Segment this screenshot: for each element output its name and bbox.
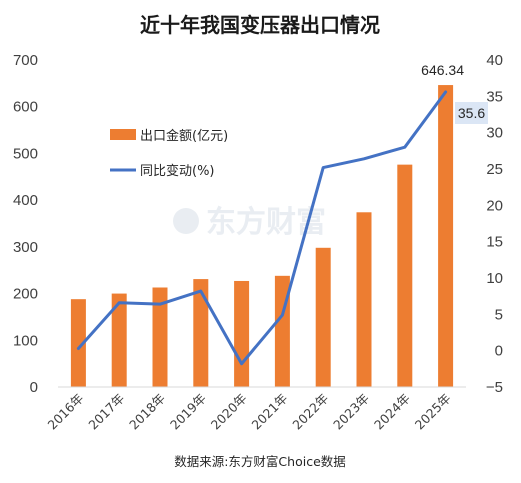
line-value-label: 35.6 bbox=[458, 105, 485, 121]
left-tick-label: 200 bbox=[13, 286, 38, 303]
chart-title: 近十年我国变压器出口情况 bbox=[140, 13, 380, 37]
x-tick-label: 2020年 bbox=[208, 391, 250, 433]
x-axis: 2016年2017年2018年2019年2020年2021年2022年2023年… bbox=[45, 386, 466, 433]
bar-2025年 bbox=[438, 85, 454, 387]
legend-swatch-bar bbox=[110, 129, 136, 140]
line-value-label-box bbox=[455, 102, 488, 124]
left-tick-label: 100 bbox=[13, 332, 38, 349]
right-tick-label: 20 bbox=[486, 197, 503, 214]
right-tick-label: 35 bbox=[486, 88, 503, 105]
legend-label-line: 同比变动(%) bbox=[140, 163, 215, 179]
x-tick-label: 2017年 bbox=[85, 391, 127, 433]
legend: 出口金额(亿元) 同比变动(%) bbox=[110, 128, 228, 179]
left-tick-label: 600 bbox=[13, 99, 38, 116]
right-tick-label: −5 bbox=[486, 379, 503, 396]
bar-2022年 bbox=[315, 247, 331, 387]
line-series bbox=[76, 90, 448, 366]
x-tick-label: 2019年 bbox=[167, 391, 209, 433]
right-tick-label: 0 bbox=[495, 343, 503, 360]
x-tick-label: 2023年 bbox=[330, 391, 372, 433]
left-tick-label: 700 bbox=[13, 52, 38, 69]
bar-2016年 bbox=[70, 299, 86, 387]
x-tick-label: 2025年 bbox=[412, 391, 454, 433]
x-tick-label: 2018年 bbox=[126, 391, 168, 433]
source-note: 数据来源:东方财富Choice数据 bbox=[174, 454, 346, 469]
x-tick-label: 2024年 bbox=[371, 391, 413, 433]
bar-value-label: 646.34 bbox=[421, 62, 464, 78]
line-yoy-change bbox=[76, 90, 448, 366]
watermark-logo: 东方财富 bbox=[173, 205, 326, 240]
right-tick-label: 40 bbox=[486, 52, 503, 69]
data-labels: 646.34 35.6 bbox=[421, 62, 488, 124]
bar-2018年 bbox=[152, 287, 168, 387]
right-y-axis: −5 0 5 10 15 20 25 30 35 40 bbox=[486, 52, 503, 396]
bar-2024年 bbox=[397, 164, 413, 387]
x-tick-label: 2016年 bbox=[45, 391, 87, 433]
bar-2017年 bbox=[111, 293, 127, 387]
bar-2020年 bbox=[234, 280, 250, 387]
left-tick-label: 300 bbox=[13, 239, 38, 256]
left-tick-label: 0 bbox=[30, 379, 38, 396]
right-tick-label: 5 bbox=[495, 306, 503, 323]
right-tick-label: 25 bbox=[486, 161, 503, 178]
right-tick-label: 30 bbox=[486, 125, 503, 142]
right-tick-label: 15 bbox=[486, 234, 503, 251]
right-tick-label: 10 bbox=[486, 270, 503, 287]
left-tick-label: 400 bbox=[13, 192, 38, 209]
bar-2019年 bbox=[193, 279, 209, 387]
bar-2023年 bbox=[356, 212, 372, 387]
left-y-axis: 0 100 200 300 400 500 600 700 bbox=[13, 52, 38, 396]
legend-label-bar: 出口金额(亿元) bbox=[140, 128, 228, 144]
x-tick-label: 2021年 bbox=[249, 391, 291, 433]
left-tick-label: 500 bbox=[13, 145, 38, 162]
x-tick-label: 2022年 bbox=[289, 391, 331, 433]
